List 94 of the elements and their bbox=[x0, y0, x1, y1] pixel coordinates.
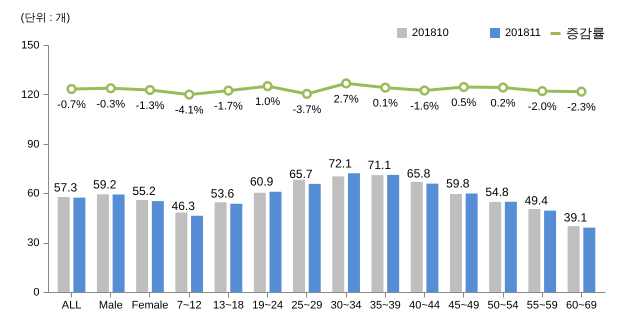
data-label: -2.0% bbox=[528, 101, 557, 114]
y-tick-label: 60 bbox=[27, 188, 40, 200]
data-label: 72.1 bbox=[328, 156, 352, 170]
data-label: -0.3% bbox=[96, 98, 126, 110]
bar bbox=[175, 212, 188, 292]
data-label: -3.7% bbox=[292, 104, 322, 116]
data-label: 2.7% bbox=[334, 93, 359, 106]
point bbox=[537, 86, 548, 96]
data-label: 59.8 bbox=[446, 176, 470, 191]
point bbox=[498, 82, 508, 93]
data-label: 55.2 bbox=[132, 184, 156, 198]
y-tick-label: 90 bbox=[27, 138, 40, 150]
text: (단위 : 개) bbox=[20, 12, 70, 24]
point bbox=[419, 85, 430, 96]
bar bbox=[214, 202, 227, 292]
data-label: -1.3% bbox=[136, 100, 165, 112]
point bbox=[576, 86, 587, 97]
x-tick-label: ALL bbox=[62, 300, 82, 312]
data-label: 54.8 bbox=[485, 184, 510, 199]
bar bbox=[426, 184, 438, 292]
data-label: 49.4 bbox=[524, 194, 548, 208]
data-label: -1.7% bbox=[214, 100, 244, 113]
bar bbox=[489, 202, 502, 292]
bar bbox=[136, 200, 148, 292]
data-label: 53.6 bbox=[210, 186, 234, 201]
legend-label: 증감률 bbox=[566, 26, 605, 40]
data-label: 60.9 bbox=[250, 174, 274, 189]
bar bbox=[112, 194, 125, 292]
data-label: -4.1% bbox=[174, 104, 204, 117]
bar bbox=[348, 173, 360, 292]
data-label: 39.1 bbox=[564, 210, 588, 225]
bar bbox=[191, 216, 204, 292]
x-tick-label: 25~29 bbox=[291, 300, 322, 312]
data-label: -0.7% bbox=[57, 98, 86, 111]
bar bbox=[504, 202, 517, 292]
x-tick-label: 40~44 bbox=[409, 300, 440, 312]
bar bbox=[270, 192, 282, 292]
bar bbox=[293, 180, 306, 292]
point bbox=[340, 78, 352, 88]
point bbox=[458, 82, 469, 92]
bar bbox=[254, 192, 266, 292]
data-label: 0.5% bbox=[451, 96, 477, 109]
legend-label: 201810 bbox=[412, 27, 449, 39]
bar bbox=[332, 176, 344, 292]
point bbox=[380, 82, 390, 93]
bar bbox=[230, 204, 242, 292]
x-tick-label: 7~12 bbox=[176, 300, 202, 312]
point bbox=[144, 84, 156, 96]
bar bbox=[58, 196, 70, 292]
x-tick-label: 13~18 bbox=[212, 300, 244, 312]
point bbox=[262, 81, 273, 92]
x-tick-label: 50~54 bbox=[488, 300, 518, 312]
x-tick-label: Male bbox=[98, 300, 123, 312]
bar bbox=[466, 194, 478, 292]
x-tick-label: Female bbox=[132, 300, 168, 312]
data-label: -2.3% bbox=[567, 102, 596, 114]
bar bbox=[544, 210, 556, 292]
bar bbox=[96, 194, 109, 292]
y-tick-label: 120 bbox=[21, 88, 40, 101]
data-label: -1.6% bbox=[410, 100, 440, 112]
x-tick-label: 60~69 bbox=[566, 300, 597, 312]
data-label: 1.0% bbox=[255, 96, 280, 108]
bar bbox=[568, 226, 580, 292]
x-tick-label: 45~49 bbox=[448, 300, 480, 312]
legend-label: 201811 bbox=[505, 27, 541, 39]
bar bbox=[73, 198, 86, 292]
bar bbox=[387, 174, 400, 292]
x-tick-label: 19~24 bbox=[252, 300, 284, 312]
bar bbox=[528, 209, 540, 292]
y-tick-label: 0 bbox=[33, 286, 40, 298]
x-tick-label: 30~34 bbox=[330, 300, 362, 312]
point bbox=[223, 85, 234, 96]
point bbox=[184, 89, 194, 100]
data-label: 0.1% bbox=[372, 98, 398, 110]
x-tick-label: 35~39 bbox=[370, 300, 401, 312]
data-label: 57.3 bbox=[54, 180, 78, 195]
point bbox=[106, 83, 116, 94]
x-tick-label: 55~59 bbox=[526, 300, 558, 312]
data-label: 0.2% bbox=[490, 97, 516, 110]
bar bbox=[410, 182, 423, 292]
bar bbox=[308, 184, 321, 292]
bar bbox=[583, 228, 596, 292]
data-label: 71.1 bbox=[368, 158, 392, 172]
bar bbox=[371, 175, 384, 292]
bar bbox=[152, 201, 164, 292]
data-label: 65.7 bbox=[289, 166, 313, 181]
point bbox=[66, 84, 77, 94]
bar bbox=[450, 194, 462, 292]
y-tick-label: 150 bbox=[21, 40, 40, 52]
data-label: 65.8 bbox=[406, 166, 431, 181]
data-label: 59.2 bbox=[93, 178, 117, 192]
data-label: 46.3 bbox=[172, 198, 196, 213]
point bbox=[302, 88, 312, 100]
y-tick-label: 30 bbox=[27, 237, 40, 250]
